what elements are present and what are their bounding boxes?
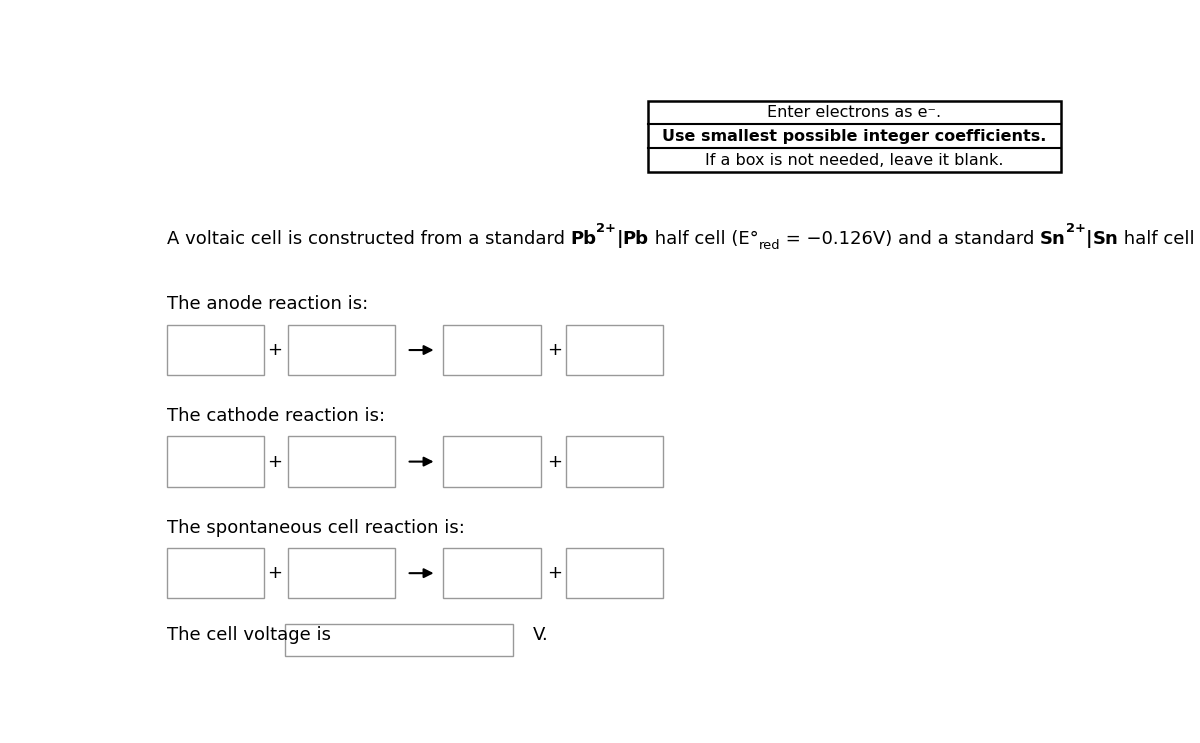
- Text: Enter electrons as e⁻.: Enter electrons as e⁻.: [768, 105, 942, 120]
- Text: The cathode reaction is:: The cathode reaction is:: [167, 407, 385, 425]
- Text: |: |: [617, 230, 623, 247]
- Text: |: |: [1086, 230, 1092, 247]
- Text: +: +: [547, 564, 562, 583]
- Text: A voltaic cell is constructed from a standard: A voltaic cell is constructed from a sta…: [167, 230, 570, 247]
- Bar: [565, 436, 664, 487]
- Text: Pb: Pb: [570, 230, 596, 247]
- Text: 2+: 2+: [1066, 222, 1086, 236]
- Text: If a box is not needed, leave it blank.: If a box is not needed, leave it blank.: [706, 153, 1003, 168]
- Text: Sn: Sn: [1040, 230, 1066, 247]
- Bar: [167, 436, 264, 487]
- Bar: [443, 548, 540, 598]
- Text: = −0.126V) and a standard: = −0.126V) and a standard: [780, 230, 1040, 247]
- Bar: [167, 548, 264, 598]
- Text: Pb: Pb: [623, 230, 649, 247]
- Text: +: +: [268, 564, 282, 583]
- Text: +: +: [268, 341, 282, 359]
- Bar: [284, 623, 512, 655]
- Text: +: +: [547, 341, 562, 359]
- Text: half cell (E°: half cell (E°: [649, 230, 758, 247]
- Text: red: red: [758, 239, 780, 253]
- Bar: [443, 436, 540, 487]
- Text: +: +: [268, 452, 282, 470]
- Text: The spontaneous cell reaction is:: The spontaneous cell reaction is:: [167, 519, 464, 536]
- Text: The cell voltage is: The cell voltage is: [167, 626, 331, 643]
- Bar: [648, 100, 1061, 172]
- Text: Sn: Sn: [1092, 230, 1118, 247]
- Text: +: +: [547, 452, 562, 470]
- Bar: [565, 548, 664, 598]
- Text: 2+: 2+: [596, 222, 617, 236]
- Bar: [288, 436, 395, 487]
- Bar: [288, 325, 395, 375]
- Text: Use smallest possible integer coefficients.: Use smallest possible integer coefficien…: [662, 129, 1046, 144]
- Bar: [565, 325, 664, 375]
- Text: V.: V.: [533, 626, 548, 643]
- Bar: [443, 325, 540, 375]
- Text: half cell (E°: half cell (E°: [1118, 230, 1200, 247]
- Bar: [288, 548, 395, 598]
- Bar: [167, 325, 264, 375]
- Text: The anode reaction is:: The anode reaction is:: [167, 296, 368, 314]
